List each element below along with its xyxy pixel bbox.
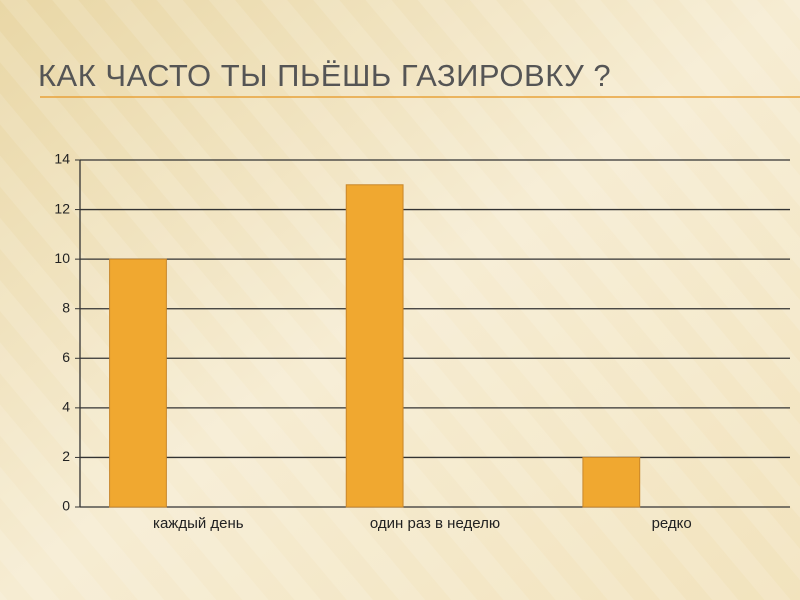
y-tick-label: 6 — [62, 349, 70, 365]
x-tick-label: редко — [652, 515, 692, 532]
x-tick-label: каждый день — [153, 515, 244, 532]
y-tick-label: 14 — [54, 151, 70, 167]
bar — [109, 258, 167, 508]
y-tick-label: 2 — [62, 448, 70, 464]
chart-title: КАК ЧАСТО ТЫ ПЬЁШЬ ГАЗИРОВКУ ? — [38, 58, 611, 93]
x-tick-label: один раз в неделю — [370, 515, 500, 532]
y-tick-label: 8 — [62, 299, 70, 315]
y-tick-label: 0 — [62, 498, 70, 514]
bar — [582, 456, 641, 508]
bar — [345, 184, 404, 508]
y-tick-label: 10 — [54, 250, 70, 266]
y-tick-label: 4 — [62, 399, 70, 415]
y-tick-label: 12 — [54, 200, 70, 216]
